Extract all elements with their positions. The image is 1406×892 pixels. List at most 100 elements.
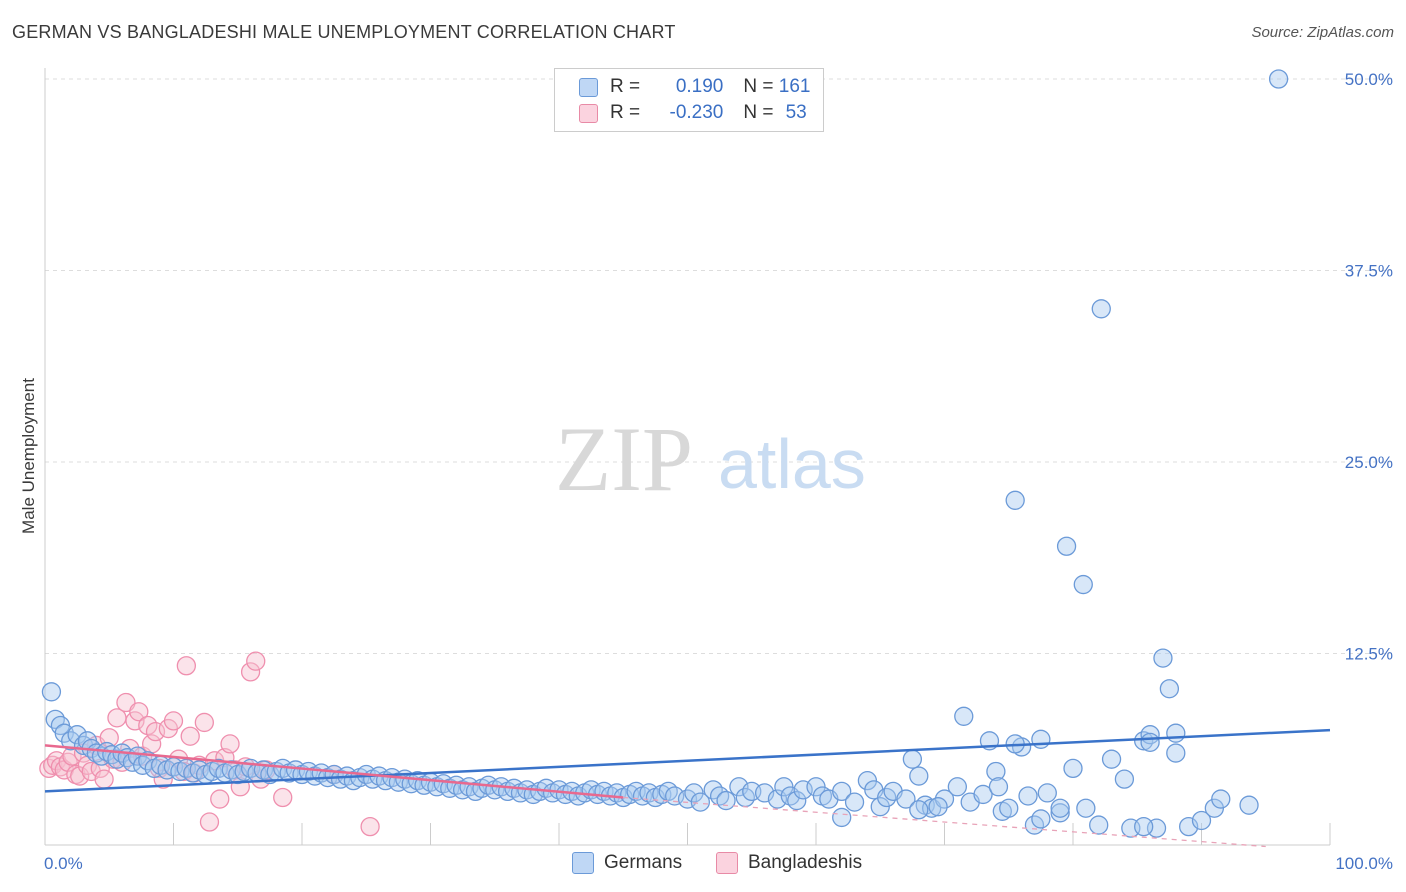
german-point [973, 784, 993, 805]
german-point [986, 761, 1006, 782]
german-point [999, 798, 1019, 818]
german-point [1191, 810, 1212, 831]
bangladeshi-point [199, 812, 220, 832]
german-point [1159, 679, 1180, 699]
legend-r-value: 0.190 [675, 76, 724, 97]
y-axis-label: Male Unemployment [19, 378, 38, 534]
bangladeshi-point [273, 787, 293, 808]
german-trend-line [44, 728, 1331, 793]
bottom-legend: Germans Bangladeshis [0, 852, 1406, 878]
german-point [1050, 798, 1070, 818]
german-point [690, 792, 710, 812]
german-point [1101, 749, 1122, 769]
legend-r-label: R = [610, 76, 646, 97]
legend-row-germans: R = 0.190 N = 161 [579, 75, 810, 99]
axes [44, 68, 1331, 846]
legend-r-label: R = [610, 102, 646, 123]
german-point [1073, 574, 1093, 595]
bangladeshi-point [210, 789, 230, 809]
y-tick-label: 37.5% [1345, 262, 1393, 281]
german-point [716, 790, 736, 811]
german-point [1018, 786, 1038, 806]
legend-n-label: N = [743, 102, 779, 123]
bottom-legend-swatch-germans [572, 852, 594, 874]
german-point [41, 682, 62, 702]
german-point [1091, 299, 1111, 319]
bangladeshi-trend-line [44, 744, 624, 799]
bottom-legend-label-bangladeshis: Bangladeshis [748, 852, 863, 873]
bangladeshi-point [163, 711, 184, 731]
bangladeshi-point [70, 766, 90, 786]
bangladeshi-point [194, 712, 214, 733]
y-tick-label: 50.0% [1345, 70, 1393, 89]
german-point [1140, 732, 1160, 753]
german-point [1037, 783, 1057, 803]
german-point [844, 792, 865, 812]
bangladeshi-trend-extension [623, 796, 1266, 848]
bangladeshi-point [138, 715, 158, 736]
bottom-legend-germans[interactable]: Germans [572, 852, 682, 874]
bangladeshi-point [246, 651, 266, 671]
trend-lines [44, 728, 1331, 848]
watermark-zip: ZIP [555, 408, 693, 510]
german-point [1031, 729, 1051, 749]
bottom-legend-bangladeshis[interactable]: Bangladeshis [716, 852, 862, 874]
german-point [947, 777, 967, 797]
grid-lines [45, 78, 1392, 654]
german-point [909, 766, 929, 786]
german-point [832, 807, 852, 828]
chart-title: GERMAN VS BANGLADESHI MALE UNEMPLOYMENT … [12, 22, 676, 42]
legend: R = 0.190 N = 161 R = -0.230 N = 53 [554, 68, 824, 132]
tick-labels: 12.5% 25.0% 37.5% 50.0% 0.0% 100.0% [44, 70, 1393, 873]
bangladeshi-point [94, 769, 114, 789]
german-point [1050, 803, 1070, 823]
german-point [127, 746, 148, 766]
legend-row-bangladeshis: R = -0.230 N = 53 [579, 101, 807, 125]
german-point [988, 777, 1009, 797]
x-tick-label-max: 100.0% [1335, 854, 1393, 873]
german-point [45, 709, 65, 730]
german-point [1031, 809, 1051, 829]
legend-n-label: N = [743, 76, 779, 97]
german-point [954, 706, 974, 726]
bangladeshi-point [180, 726, 200, 746]
german-point [909, 800, 929, 820]
legend-swatch-bangladeshis [579, 103, 598, 123]
german-point [1005, 490, 1025, 510]
source-label: Source: ZipAtlas.com [1251, 24, 1394, 41]
german-point [1114, 769, 1135, 789]
bangladeshi-point [129, 702, 149, 722]
watermark-atlas: atlas [718, 425, 866, 503]
y-tick-label: 12.5% [1345, 645, 1393, 664]
bangladeshi-point [220, 734, 240, 754]
german-point [934, 789, 955, 809]
german-point [1076, 798, 1096, 818]
german-point [1166, 723, 1186, 743]
german-point [1056, 536, 1077, 556]
german-point [1153, 648, 1173, 668]
legend-n-value: 161 [778, 76, 811, 97]
legend-n-value: 53 [785, 102, 807, 123]
german-point [928, 797, 948, 817]
legend-r-value: -0.230 [669, 102, 724, 123]
german-point [67, 725, 87, 745]
x-tick-label-min: 0.0% [44, 854, 83, 873]
bottom-legend-label-germans: Germans [604, 852, 683, 873]
german-point [896, 789, 916, 809]
german-point [1063, 758, 1083, 779]
german-point [1089, 815, 1109, 835]
german-point [832, 781, 852, 802]
bangladeshi-point [240, 662, 261, 682]
bangladeshi-point [360, 816, 380, 837]
german-point [787, 790, 807, 811]
german-point [1268, 69, 1289, 89]
german-point [1211, 789, 1231, 809]
legend-swatch-germans [579, 77, 598, 97]
german-point [1166, 743, 1186, 763]
german-point [902, 749, 923, 769]
y-tick-label: 25.0% [1345, 453, 1393, 472]
bottom-legend-swatch-bangladeshis [716, 852, 738, 874]
bangladeshi-point [176, 656, 197, 676]
german-point [1239, 795, 1259, 815]
